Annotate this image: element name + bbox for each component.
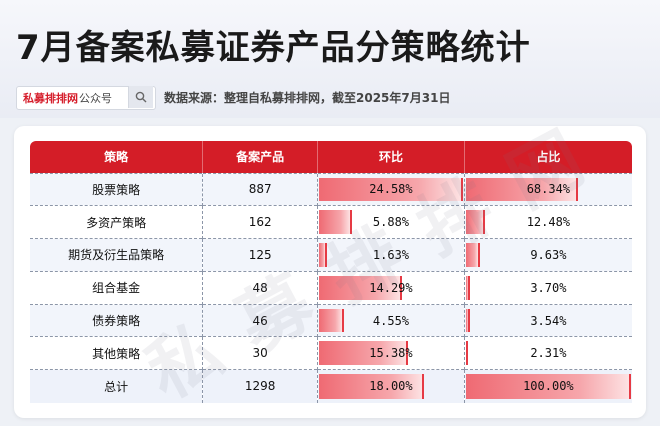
cell-share-bar: [465, 308, 470, 333]
table-header-row: 策略 备案产品 环比 占比: [30, 141, 632, 173]
cell-share-label: 12.48%: [526, 215, 571, 230]
cell-share: 2.31%: [463, 336, 632, 370]
cell-qoq-bar: [319, 308, 345, 333]
cell-qoq-bar: [319, 210, 352, 235]
cell-qoq: 14.29%: [317, 270, 465, 305]
cell-qoq-label: 5.88%: [372, 215, 410, 230]
cell-strategy: 股票策略: [30, 172, 203, 206]
strategy-table: 策略 备案产品 环比 占比 股票策略 887 24.58% 68.34% 多资产策略 16…: [30, 141, 632, 403]
cell-qoq-label: 1.63%: [372, 247, 410, 262]
table-row: 债券策略 46 4.55% 3.54%: [30, 303, 632, 337]
cell-share-label: 3.70%: [530, 280, 567, 295]
table-row: 多资产策略 162 5.88% 12.48%: [30, 205, 632, 239]
cell-strategy: 其他策略: [30, 336, 203, 370]
cell-strategy: 组合基金: [30, 270, 203, 305]
table-row: 股票策略 887 24.58% 68.34%: [30, 172, 632, 206]
cell-share: 9.63%: [463, 238, 632, 272]
cell-strategy: 总计: [30, 369, 203, 403]
cell-share-label: 9.63%: [530, 247, 567, 262]
column-header-qoq: 环比: [317, 141, 465, 173]
cell-qoq-bar: [319, 341, 409, 366]
cell-share-bar: [465, 177, 579, 202]
table-row: 总计 1298 18.00% 100.00%: [30, 369, 632, 403]
cell-count: 162: [202, 205, 318, 239]
cell-qoq: 15.38%: [317, 336, 465, 370]
cell-strategy: 债券策略: [30, 303, 203, 337]
cell-share: 12.48%: [463, 205, 632, 239]
cell-qoq-label: 14.29%: [369, 280, 413, 295]
cell-count: 125: [202, 238, 318, 272]
cell-qoq-label: 4.55%: [372, 313, 410, 328]
table-row: 其他策略 30 15.38% 2.31%: [30, 336, 632, 370]
cell-strategy: 多资产策略: [30, 205, 203, 239]
cell-qoq-label: 18.00%: [369, 379, 413, 394]
cell-count: 30: [202, 336, 318, 370]
cell-share-label: 68.34%: [526, 182, 571, 197]
table-row: 组合基金 48 14.29% 3.70%: [30, 270, 632, 305]
cell-share-bar: [465, 210, 485, 235]
page-title: 7月备案私募证券产品分策略统计: [16, 28, 531, 68]
brand-name: 私募排排网: [23, 92, 78, 105]
cell-qoq-bar: [319, 374, 424, 399]
cell-qoq: 5.88%: [317, 205, 465, 239]
table-body: 股票策略 887 24.58% 68.34% 多资产策略 162 5.88% 12.48% 期货…: [30, 172, 632, 403]
cell-count: 48: [202, 270, 318, 305]
cell-qoq: 24.58%: [317, 172, 465, 206]
cell-share-bar: [465, 341, 468, 366]
search-icon[interactable]: [128, 86, 153, 108]
cell-qoq-label: 15.38%: [369, 346, 413, 361]
header-banner: 7月备案私募证券产品分策略统计 私募排排网 公众号 数据来源：整理自私募排排网，…: [0, 0, 660, 118]
column-header-count: 备案产品: [202, 141, 318, 173]
column-header-share: 占比: [463, 141, 632, 173]
cell-share-bar: [465, 243, 480, 267]
cell-share: 68.34%: [463, 172, 632, 206]
table-row: 期货及衍生品策略 125 1.63% 9.63%: [30, 238, 632, 272]
cell-count: 46: [202, 303, 318, 337]
cell-count: 887: [202, 172, 318, 206]
cell-qoq-bar: [319, 177, 463, 202]
cell-qoq: 4.55%: [317, 303, 465, 337]
cell-strategy: 期货及衍生品策略: [30, 238, 203, 272]
cell-share: 100.00%: [463, 369, 632, 403]
cell-share: 3.70%: [463, 270, 632, 305]
data-source: 数据来源：整理自私募排排网，截至2025年7月31日: [164, 91, 451, 105]
column-header-strategy: 策略: [104, 150, 129, 165]
brand-suffix: 公众号: [79, 92, 112, 105]
cell-qoq-bar: [319, 275, 402, 300]
cell-share-label: 3.54%: [530, 313, 567, 328]
cell-count: 1298: [202, 369, 318, 403]
cell-share: 3.54%: [463, 303, 632, 337]
cell-share-bar: [465, 275, 470, 300]
cell-qoq-bar: [319, 243, 327, 267]
cell-qoq: 18.00%: [317, 369, 465, 403]
cell-share-label: 2.31%: [530, 346, 567, 361]
cell-share-bar: [465, 374, 631, 399]
cell-share-label: 100.00%: [523, 379, 574, 394]
cell-qoq-label: 24.58%: [369, 182, 413, 197]
cell-qoq: 1.63%: [317, 238, 465, 272]
